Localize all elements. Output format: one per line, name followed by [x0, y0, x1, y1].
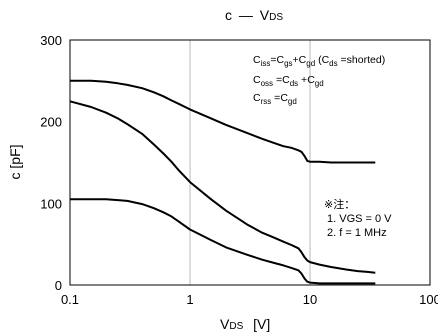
- eq1-segment-4: +C: [293, 54, 307, 66]
- eq2-segment-0: C: [253, 74, 261, 86]
- eq2-segment-3: ds: [290, 79, 298, 88]
- y-axis-label: c [pF]: [7, 144, 23, 179]
- eq1-segment-6: (C: [315, 54, 329, 66]
- eq1-segment-1: iss: [261, 59, 271, 68]
- ciss-equation: Ciss=Cgs+Cgd (Cds =shorted): [253, 54, 385, 68]
- crss-equation: Crss =Cgd: [253, 92, 297, 106]
- y-tick-label-2: 200: [40, 115, 62, 130]
- eq1-segment-5: gd: [306, 59, 315, 68]
- eq3-segment-3: gd: [288, 97, 297, 106]
- series-layer: [69, 79, 376, 285]
- eq2-segment-2: =C: [273, 74, 290, 86]
- eq2-segment-1: oss: [261, 79, 273, 88]
- eq3-segment-1: rss: [261, 97, 272, 106]
- x-tick-label-2: 10: [303, 292, 317, 307]
- eq1-segment-0: C: [253, 54, 261, 66]
- series-line-coss: [69, 100, 376, 274]
- note-title: ※注：: [324, 197, 355, 211]
- chart-title: c — VDS: [225, 7, 283, 23]
- x-tick-label-0: 0.1: [61, 292, 79, 307]
- eq2-segment-5: gd: [315, 79, 324, 88]
- x-axis-label-main: V: [220, 316, 230, 332]
- x-axis-label: VDS [V]: [220, 316, 270, 332]
- chart-title-main: c: [225, 7, 232, 23]
- eq1-segment-2: =C: [270, 54, 284, 66]
- x-tick-label-3: 100: [419, 292, 438, 307]
- series-line-ciss: [70, 79, 376, 164]
- equation-annotations: Ciss=Cgs+Cgd (Cds =shorted) Coss =Cds +C…: [253, 54, 385, 106]
- grid: [189, 40, 311, 285]
- x-tick-label-1: 1: [186, 292, 193, 307]
- x-axis-label-unit: [V]: [253, 316, 270, 332]
- x-axis-label-sub: DS: [229, 321, 243, 332]
- coss-equation: Coss =Cds +Cgd: [253, 74, 324, 88]
- x-axis-ticks: 0.1 1 10 100: [61, 292, 438, 307]
- note-line-vgs: 1. VGS = 0 V: [327, 213, 392, 225]
- y-axis-ticks: 0 100 200 300: [40, 33, 62, 293]
- y-tick-label-0: 0: [55, 278, 62, 293]
- eq3-segment-0: C: [253, 92, 261, 104]
- measurement-note: ※注： 1. VGS = 0 V 2. f = 1 MHz: [324, 197, 392, 239]
- series-line-crss: [70, 198, 376, 285]
- y-tick-label-3: 300: [40, 33, 62, 48]
- note-line-freq: 2. f = 1 MHz: [327, 227, 387, 239]
- plot-frame: [69, 39, 431, 286]
- chart-title-sub-small: DS: [269, 12, 283, 23]
- eq1-segment-8: =shorted): [338, 54, 386, 66]
- eq1-segment-7: ds: [329, 59, 337, 68]
- y-tick-label-1: 100: [40, 196, 62, 211]
- eq2-segment-4: +C: [298, 74, 315, 86]
- eq3-segment-2: =C: [271, 92, 288, 104]
- eq1-segment-3: gs: [284, 59, 292, 68]
- chart-title-sub: V: [260, 7, 270, 23]
